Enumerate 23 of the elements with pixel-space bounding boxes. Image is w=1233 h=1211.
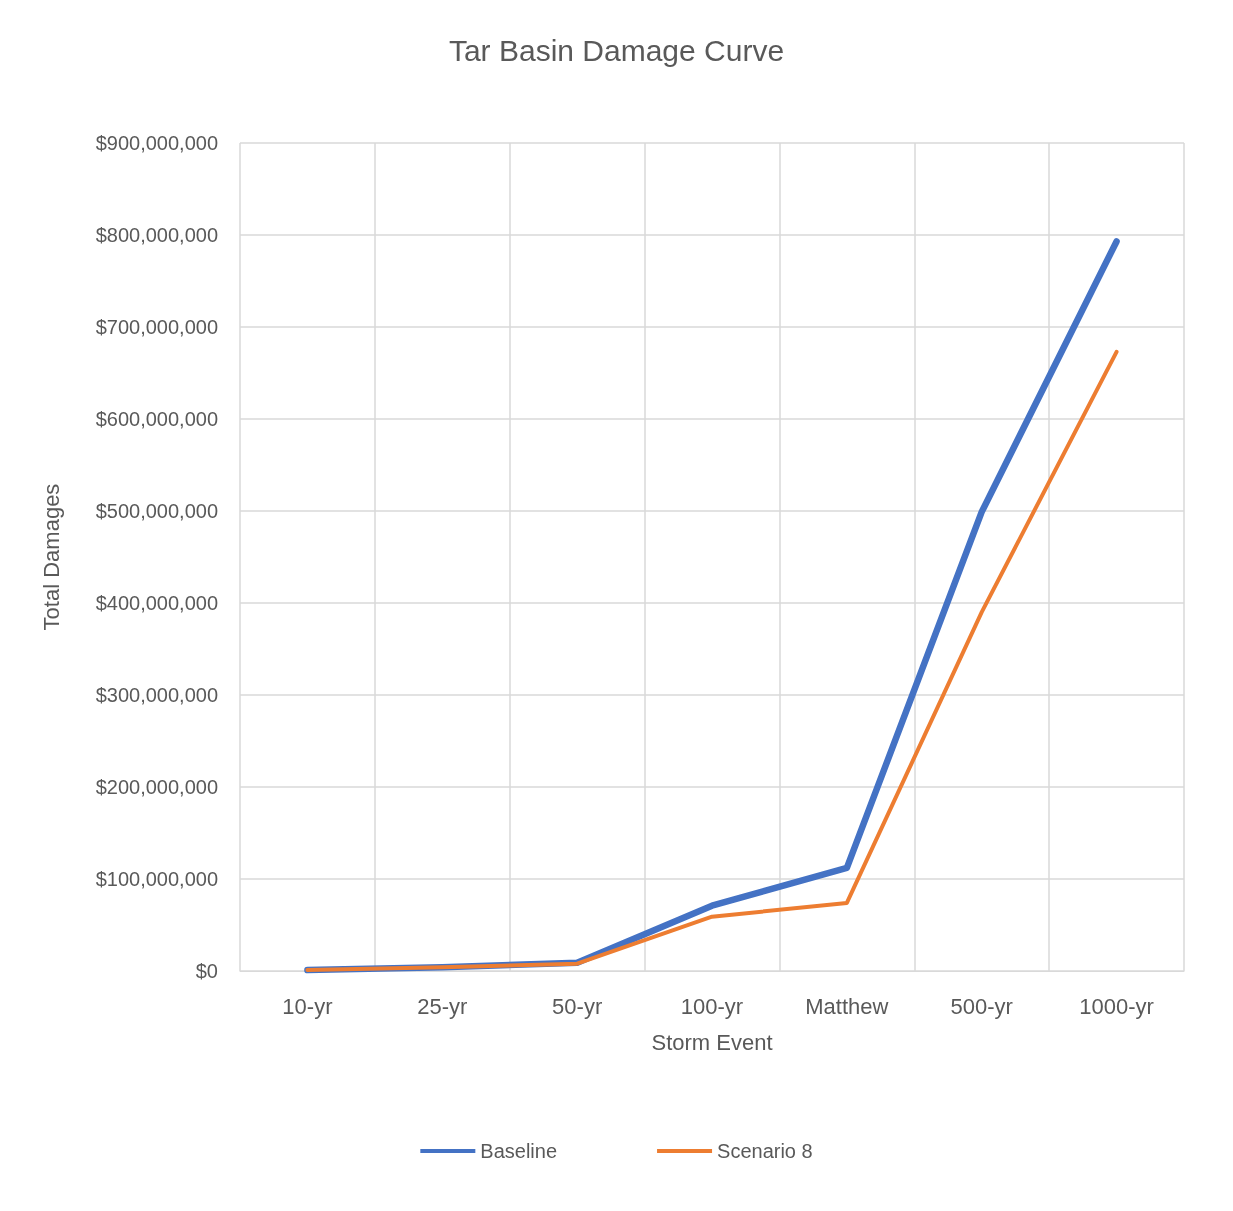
chart-title: Tar Basin Damage Curve [448, 33, 785, 67]
legend-label: Scenario 8 [717, 1140, 813, 1162]
x-tick-label: Matthew [805, 993, 889, 1019]
legend-label: Baseline [480, 1140, 558, 1162]
x-tick-label: 50-yr [552, 993, 603, 1019]
x-tick-label: 10-yr [282, 993, 333, 1019]
x-tick-label: 25-yr [417, 993, 468, 1019]
y-tick-label: $300,000,000 [95, 684, 218, 706]
x-tick-label: 1000-yr [1079, 993, 1154, 1019]
line-series [305, 349, 1119, 973]
y-tick-label: $800,000,000 [95, 224, 218, 246]
y-tick-label: $200,000,000 [95, 776, 218, 798]
y-tick-label: $0 [195, 960, 218, 982]
y-axis-title: Total Damages [38, 483, 64, 631]
x-tick-label: 500-yr [950, 993, 1013, 1019]
x-tick-label: 100-yr [680, 993, 744, 1019]
x-axis-title: Storm Event [651, 1029, 773, 1055]
y-tick-label: $400,000,000 [95, 592, 218, 614]
y-tick-label: $500,000,000 [95, 500, 218, 522]
y-tick-label: $100,000,000 [95, 868, 218, 890]
y-tick-label: $600,000,000 [95, 408, 218, 430]
y-tick-label: $900,000,000 [95, 132, 218, 154]
y-tick-label: $700,000,000 [95, 316, 218, 338]
